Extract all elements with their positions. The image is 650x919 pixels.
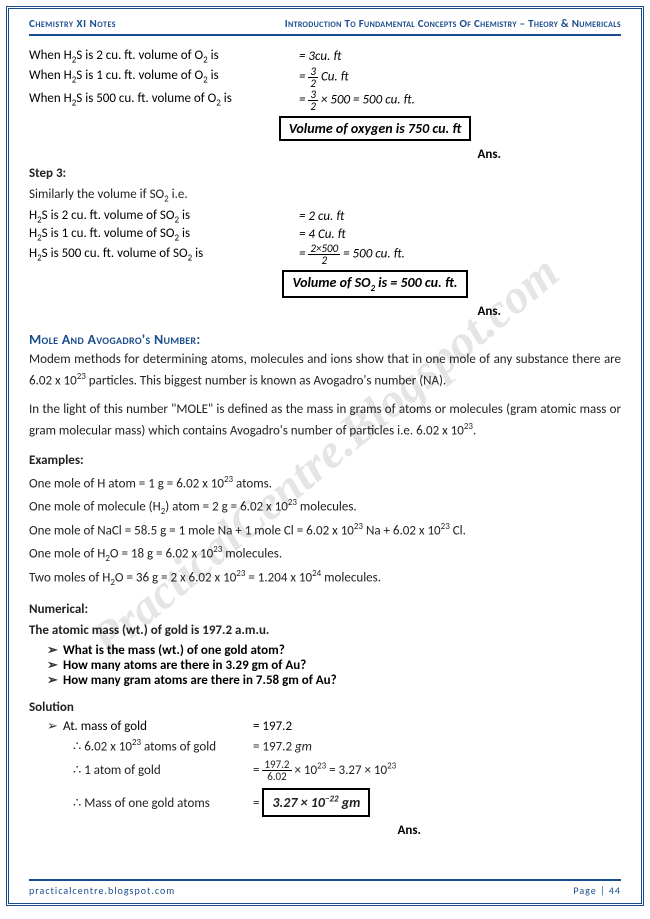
numerical-q0: The atomic mass (wt.) of gold is 197.2 a… bbox=[29, 621, 621, 641]
so2-box-wrap: Volume of SO2 is = 500 cu. ft. bbox=[129, 266, 621, 302]
sol-result-box: 3.27 × 10−22 gm bbox=[262, 788, 370, 817]
sol-3: ∴ 1 atom of gold= 197.26.02 × 1023 = 3.2… bbox=[73, 759, 621, 782]
ex-5: Two moles of H2O = 36 g = 2 x 6.02 x 102… bbox=[29, 567, 621, 589]
header-left: Chemistry XI Notes bbox=[29, 17, 116, 30]
ex-3: One mole of NaCl = 58.5 g = 1 mole Na + … bbox=[29, 520, 621, 541]
examples-title: Examples: bbox=[29, 451, 621, 471]
solution-title: Solution bbox=[29, 698, 621, 718]
numerical-q1: What is the mass (wt.) of one gold atom? bbox=[47, 643, 621, 658]
ex-2: One mole of molecule (H2) atom = 2 g = 6… bbox=[29, 496, 621, 518]
numerical-q3: How many gram atoms are there in 7.58 gm… bbox=[47, 673, 621, 688]
footer-right: Page | 44 bbox=[573, 884, 621, 897]
o2-box-wrap: Volume of oxygen is 750 cu. ft bbox=[129, 112, 621, 145]
o2-label-1: When H2S is 2 cu. ft. volume of O2 is bbox=[29, 48, 299, 66]
so2-row-3: H2S is 500 cu. ft. volume of SO2 is = 2×… bbox=[29, 243, 621, 266]
so2-val-2: = 4 Cu. ft bbox=[299, 227, 346, 242]
so2-row-2: H2S is 1 cu. ft. volume of SO2 is = 4 Cu… bbox=[29, 226, 621, 244]
step3-title: Step 3: bbox=[29, 164, 621, 184]
numerical-title: Numerical: bbox=[29, 600, 621, 620]
step3-intro: Similarly the volume if SO2 i.e. bbox=[29, 185, 621, 206]
o2-val-3: = 32 × 500 = 500 cu. ft. bbox=[299, 89, 415, 112]
o2-row-2: When H2S is 1 cu. ft. volume of O2 is = … bbox=[29, 66, 621, 89]
sol-1: At. mass of gold= 197.2 bbox=[47, 719, 621, 734]
header-right: Introduction To Fundamental Concepts Of … bbox=[285, 17, 621, 30]
sol-4: ∴ Mass of one gold atoms= 3.27 × 10−22 g… bbox=[73, 784, 621, 821]
sol-2: ∴ 6.02 x 1023 atoms of gold= 197.2 gm bbox=[73, 736, 621, 757]
content: Chemistry XI Notes Introduction To Funda… bbox=[29, 17, 621, 838]
so2-val-3: = 2×5002 = 500 cu. ft. bbox=[299, 243, 405, 266]
so2-row-1: H2S is 2 cu. ft. volume of SO2 is = 2 cu… bbox=[29, 208, 621, 226]
footer-left: practicalcentre.blogspot.com bbox=[29, 884, 175, 897]
o2-val-2: = 32 Cu. ft bbox=[299, 66, 349, 89]
numerical-q2: How many atoms are there in 3.29 gm of A… bbox=[47, 658, 621, 673]
so2-label-1: H2S is 2 cu. ft. volume of SO2 is bbox=[29, 208, 299, 226]
o2-val-1: = 3cu. ft bbox=[299, 49, 341, 64]
page-frame: PracticalCentre.Blogspot.com Chemistry X… bbox=[6, 6, 644, 906]
o2-label-3: When H2S is 500 cu. ft. volume of O2 is bbox=[29, 91, 299, 109]
so2-label-3: H2S is 500 cu. ft. volume of SO2 is bbox=[29, 246, 299, 264]
ex-4: One mole of H2O = 18 g = 6.02 x 1023 mol… bbox=[29, 543, 621, 565]
mole-heading: Mole And Avogadro's Number: bbox=[29, 331, 621, 348]
mole-p1: Modem methods for determining atoms, mol… bbox=[29, 351, 621, 391]
o2-row-1: When H2S is 2 cu. ft. volume of O2 is = … bbox=[29, 48, 621, 66]
ex-1: One mole of H atom = 1 g = 6.02 x 1023 a… bbox=[29, 473, 621, 494]
so2-result-box: Volume of SO2 is = 500 cu. ft. bbox=[282, 270, 467, 298]
page-header: Chemistry XI Notes Introduction To Funda… bbox=[29, 17, 621, 36]
so2-val-1: = 2 cu. ft bbox=[299, 209, 344, 224]
so2-label-2: H2S is 1 cu. ft. volume of SO2 is bbox=[29, 226, 299, 244]
o2-result-box: Volume of oxygen is 750 cu. ft bbox=[279, 116, 472, 141]
sol-ans: Ans. bbox=[29, 823, 421, 838]
o2-row-3: When H2S is 500 cu. ft. volume of O2 is … bbox=[29, 89, 621, 112]
o2-label-2: When H2S is 1 cu. ft. volume of O2 is bbox=[29, 68, 299, 86]
o2-ans: Ans. bbox=[29, 147, 501, 162]
so2-ans: Ans. bbox=[29, 304, 501, 319]
mole-p2: In the light of this number "MOLE" is de… bbox=[29, 401, 621, 441]
page-footer: practicalcentre.blogspot.com Page | 44 bbox=[29, 879, 621, 897]
